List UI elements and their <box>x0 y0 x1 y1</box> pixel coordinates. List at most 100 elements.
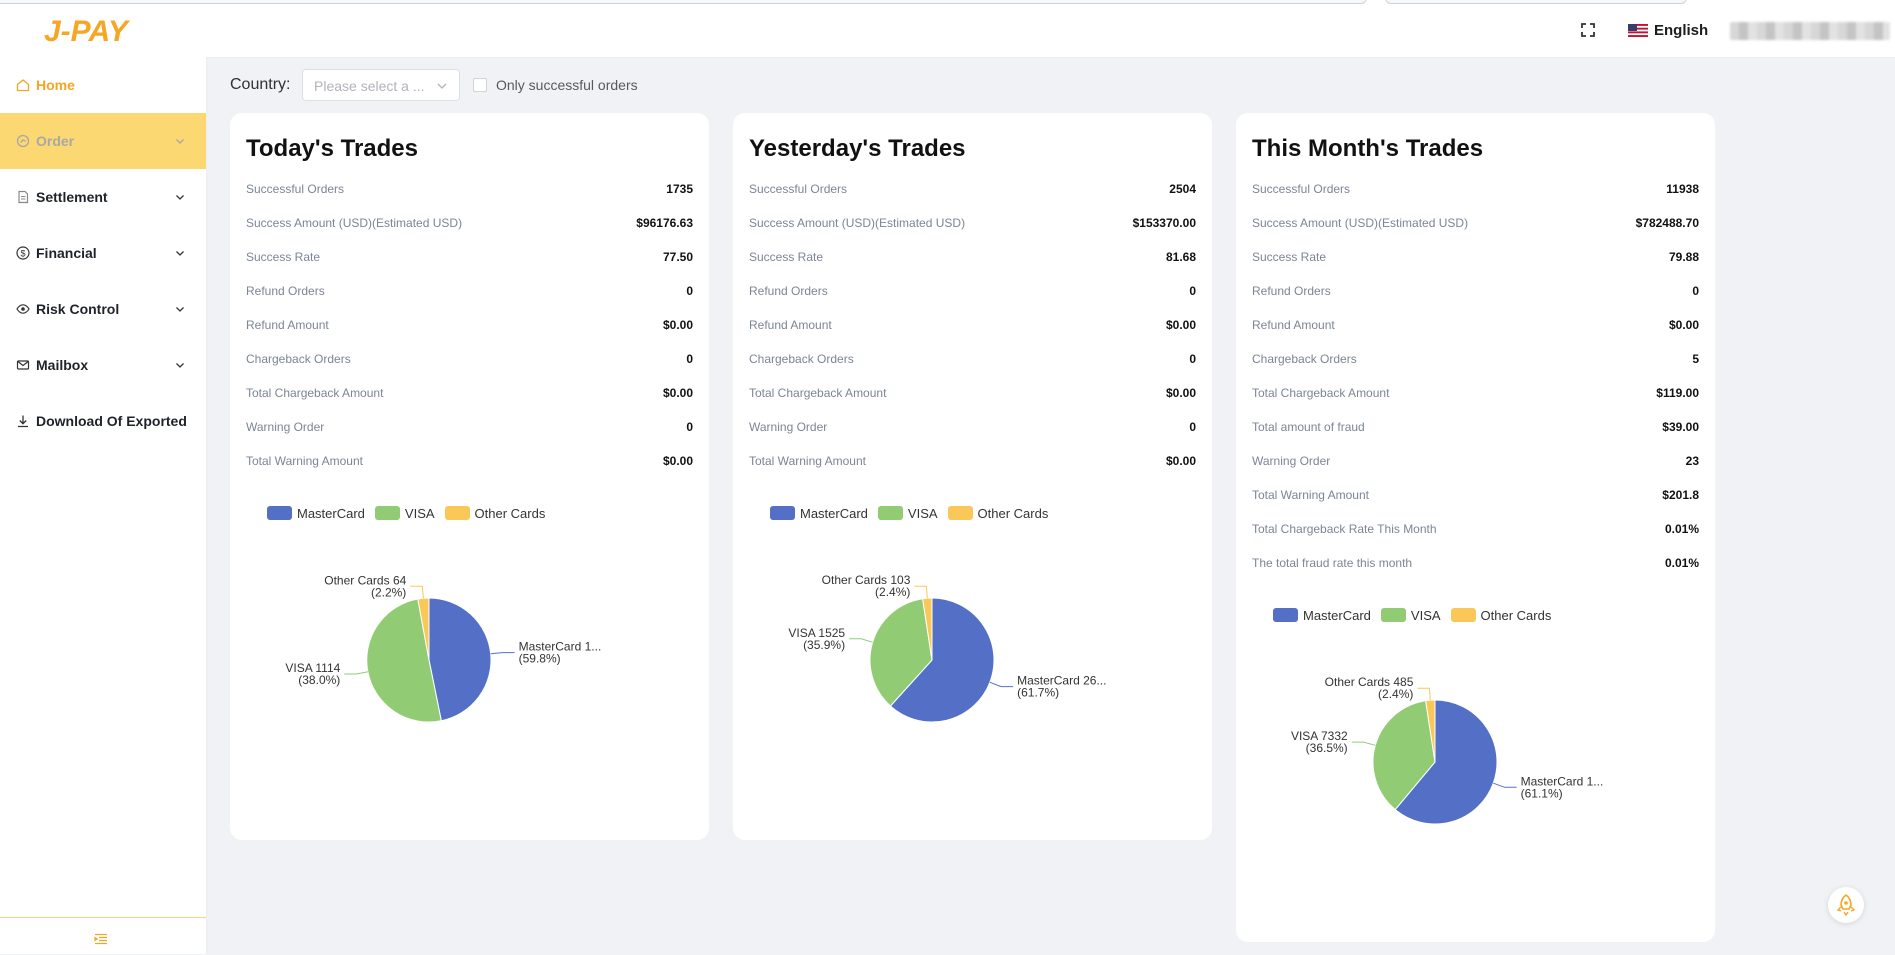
stat-value: 0.01% <box>1664 556 1699 570</box>
pie-label: VISA 7332 <box>1291 729 1348 743</box>
legend-label: MasterCard <box>1303 607 1371 623</box>
sidebar-item-label: Mailbox <box>36 357 89 373</box>
stat-value: 23 <box>1685 454 1699 468</box>
stat-label: Success Amount (USD)(Estimated USD) <box>749 216 966 230</box>
pie-label: Other Cards 103 <box>822 573 911 587</box>
country-select[interactable]: Please select a ... <box>302 69 460 101</box>
stat-row: Total Warning Amount $0.00 <box>749 451 1196 471</box>
stat-value: $0.00 <box>1165 386 1196 400</box>
browser-search-bar-edge <box>1385 0 1687 4</box>
legend-swatch <box>1273 608 1298 622</box>
stat-value: 81.68 <box>1165 250 1196 264</box>
stat-label: Total Chargeback Amount <box>1252 386 1390 400</box>
stat-row: Refund Amount $0.00 <box>246 315 693 335</box>
brand-logo[interactable]: J-PAY <box>42 12 162 48</box>
stat-label: Success Amount (USD)(Estimated USD) <box>1252 216 1469 230</box>
download-icon <box>18 415 28 428</box>
legend-item-mastercard[interactable]: MasterCard <box>267 506 365 521</box>
stat-row: Refund Orders 0 <box>246 281 693 301</box>
stat-row: Total Warning Amount $201.8 <box>1252 485 1699 505</box>
legend-swatch <box>1450 608 1476 622</box>
pie-label-percent: (2.2%) <box>371 585 406 599</box>
stat-row: Success Rate 79.88 <box>1252 247 1699 267</box>
language-switcher[interactable]: English <box>1628 19 1708 41</box>
home-icon <box>16 79 30 92</box>
sidebar-item-order[interactable]: Order <box>0 113 206 169</box>
stat-label: Total Warning Amount <box>1252 488 1369 502</box>
stat-row: Total Chargeback Amount $119.00 <box>1252 383 1699 403</box>
stat-label: Total Chargeback Amount <box>749 386 887 400</box>
stat-value: $0.00 <box>1165 318 1196 332</box>
browser-address-bar-edge <box>0 0 1367 4</box>
stat-value: 5 <box>1692 352 1699 366</box>
legend-item-mastercard[interactable]: MasterCard <box>770 506 868 521</box>
legend-item-visa[interactable]: VISA <box>374 506 435 521</box>
stat-row: Successful Orders 11938 <box>1252 179 1699 199</box>
rocket-icon <box>1836 894 1856 917</box>
stat-label: Warning Order <box>246 420 325 434</box>
stat-label: Success Rate <box>246 250 321 264</box>
sidebar-item-download-of-exported[interactable]: Download Of Exported <box>0 393 206 449</box>
legend-item-other-cards[interactable]: Other Cards <box>1450 608 1551 623</box>
sidebar-item-label: Order <box>36 133 75 149</box>
help-rocket-button[interactable] <box>1828 887 1864 923</box>
legend-item-visa[interactable]: VISA <box>1380 608 1441 623</box>
collapse-menu-icon[interactable] <box>94 933 108 945</box>
stat-row: Warning Order 23 <box>1252 451 1699 471</box>
pie-label: Other Cards 64 <box>324 573 406 587</box>
legend-item-visa[interactable]: VISA <box>877 505 938 521</box>
pie-label-percent: (59.8%) <box>519 652 561 666</box>
pie-slice-visa[interactable] <box>869 598 933 707</box>
country-label: Country: <box>230 76 291 93</box>
stat-label: Refund Amount <box>1252 318 1335 332</box>
legend-item-mastercard[interactable]: MasterCard <box>1273 608 1371 623</box>
stat-row: Total amount of fraud $39.00 <box>1252 417 1699 437</box>
pie-label: VISA 1114 <box>285 661 340 675</box>
stat-row: Refund Orders 0 <box>1252 281 1699 301</box>
sidebar-item-risk-control[interactable]: Risk Control <box>0 281 206 337</box>
only-successful-label[interactable]: Only successful orders <box>496 77 638 93</box>
fullscreen-icon[interactable] <box>1580 22 1596 38</box>
sidebar-item-label: Settlement <box>36 189 108 205</box>
pie-label-percent: (2.4%) <box>1378 687 1413 701</box>
pie-label-percent: (61.7%) <box>1017 686 1059 700</box>
sidebar-item-label: Home <box>36 77 75 93</box>
pie-label-percent: (61.1%) <box>1521 786 1563 800</box>
chevron-down-icon <box>176 363 184 368</box>
stat-label: Total Warning Amount <box>749 454 866 468</box>
stat-label: Success Amount (USD)(Estimated USD) <box>246 216 463 230</box>
stat-label: Success Rate <box>1252 250 1327 264</box>
pie-slice-mastercard[interactable] <box>428 597 492 722</box>
sidebar-item-mailbox[interactable]: Mailbox <box>0 337 206 393</box>
stat-label: Chargeback Orders <box>749 352 854 366</box>
stat-value: $0.00 <box>662 454 693 468</box>
stat-row: Refund Orders 0 <box>749 281 1196 301</box>
sidebar-item-settlement[interactable]: Settlement <box>0 169 206 225</box>
svg-text:J-PAY: J-PAY <box>44 15 131 48</box>
us-flag-icon <box>1628 23 1648 37</box>
stat-value: $96176.63 <box>636 216 693 230</box>
legend-item-other-cards[interactable]: Other Cards <box>444 506 545 521</box>
pie-label-line <box>1351 741 1376 746</box>
legend-label: Other Cards <box>977 505 1049 521</box>
legend-item-other-cards[interactable]: Other Cards <box>947 505 1049 521</box>
user-account-blurred[interactable] <box>1730 22 1890 40</box>
pie-slice-mastercard[interactable] <box>1394 699 1498 825</box>
stat-row: Success Amount (USD)(Estimated USD) $7824… <box>1252 213 1699 233</box>
pie-label-line <box>1493 782 1517 788</box>
sidebar-item-financial[interactable]: $ Financial <box>0 225 206 281</box>
stat-row: Successful Orders 1735 <box>246 179 693 199</box>
chevron-down-icon <box>437 83 447 89</box>
stat-label: Warning Order <box>749 420 828 434</box>
pie-slice-mastercard[interactable] <box>889 597 995 723</box>
only-successful-checkbox[interactable] <box>473 78 487 92</box>
legend-label: MasterCard <box>297 505 365 521</box>
chevron-down-icon <box>176 251 184 256</box>
card-type-pie-chart: MasterCard 1...(61.1%) VISA 7332(36.5%) Ot… <box>1291 675 1603 825</box>
stat-label: The total fraud rate this month <box>1252 556 1413 570</box>
stat-value: $782488.70 <box>1635 216 1699 230</box>
pie-label: MasterCard 26... <box>1017 674 1106 688</box>
stat-label: Refund Orders <box>749 284 828 298</box>
legend-label: VISA <box>907 505 938 521</box>
sidebar-item-home[interactable]: Home <box>0 57 206 113</box>
